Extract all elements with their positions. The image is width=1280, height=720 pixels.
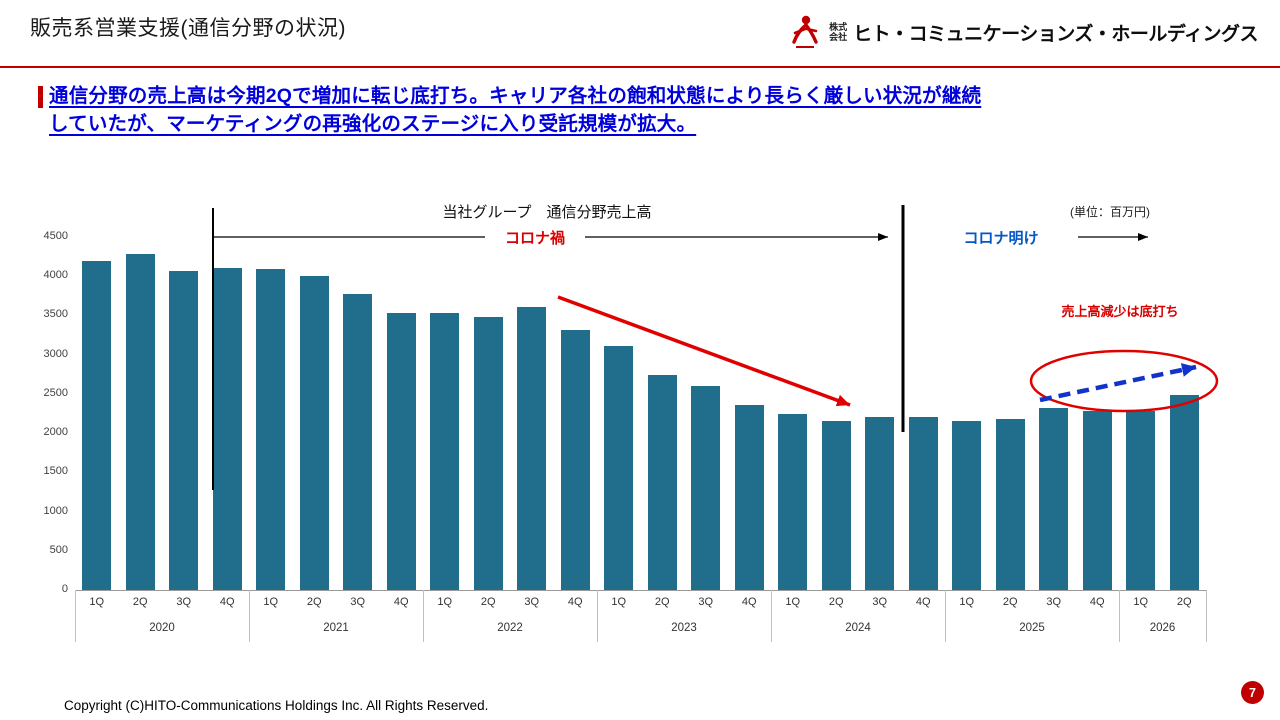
- chart-title: 当社グループ 通信分野売上高: [442, 204, 652, 221]
- category-separator: [944, 590, 946, 642]
- quarter-label: 2Q: [480, 596, 496, 608]
- y-axis-tick-label: 1500: [43, 465, 68, 478]
- year-label: 2023: [671, 622, 697, 634]
- page-title: 販売系営業支援(通信分野の状況): [30, 17, 346, 40]
- quarter-label: 3Q: [1046, 596, 1062, 608]
- quarter-label: 4Q: [393, 596, 409, 608]
- quarter-label: 1Q: [89, 596, 105, 608]
- year-label: 2026: [1149, 622, 1176, 634]
- bar-2021-1Q: [256, 269, 286, 590]
- bar-2020-2Q: [125, 254, 155, 590]
- y-axis-tick-label: 1000: [43, 504, 68, 517]
- company-logo: 株式 会社 ヒト・コミュニケーションズ・ホールディングス: [787, 13, 1258, 51]
- quarter-label: 3Q: [872, 596, 888, 608]
- bar-2020-4Q: [212, 268, 242, 590]
- category-separator: [770, 590, 772, 642]
- bar-2024-3Q: [865, 417, 895, 590]
- bar-2024-2Q: [821, 421, 851, 590]
- y-axis-tick-label: 500: [49, 543, 68, 556]
- category-separator: [596, 590, 598, 642]
- bar-2021-4Q: [386, 313, 416, 590]
- quarter-label: 3Q: [350, 596, 366, 608]
- bar-2020-1Q: [82, 261, 112, 590]
- quarter-label: 2Q: [1002, 596, 1018, 608]
- bar-2024-1Q: [778, 413, 808, 590]
- y-axis-tick-label: 2000: [43, 426, 68, 439]
- bar-2023-4Q: [734, 404, 764, 590]
- quarter-label: 1Q: [785, 596, 801, 608]
- bar-2023-1Q: [604, 346, 634, 590]
- bar-2026-1Q: [1126, 411, 1156, 590]
- year-label: 2022: [497, 622, 523, 634]
- bar-2024-4Q: [908, 417, 938, 590]
- quarter-label: 4Q: [219, 596, 235, 608]
- y-axis-tick-label: 2500: [43, 386, 68, 399]
- y-axis-tick-label: 4000: [43, 269, 68, 282]
- quarter-label: 4Q: [1089, 596, 1105, 608]
- bar-2025-2Q: [995, 418, 1025, 590]
- quarter-label: 2Q: [654, 596, 670, 608]
- quarter-label: 1Q: [437, 596, 453, 608]
- page-number-badge: 7: [1241, 681, 1264, 704]
- bar-2025-1Q: [952, 420, 982, 590]
- covid-period-label: コロナ禍: [485, 227, 585, 248]
- chart-plot-area: 0 500 1000 1500 2000 2500 3000 3500 4000 4500 1Q 2Q…: [30, 195, 1250, 655]
- bar-2026-2Q: [1169, 394, 1199, 590]
- year-label: 2021: [323, 622, 349, 634]
- year-label: 2024: [845, 622, 871, 634]
- post-covid-period-label: コロナ明け: [963, 230, 1039, 247]
- logo-person-icon: [792, 15, 818, 48]
- bar-2022-2Q: [473, 317, 503, 590]
- y-axis-tick-label: 4500: [43, 230, 68, 242]
- bar-2022-3Q: [517, 306, 547, 590]
- headline-line-1: 通信分野の売上高は今期2Qで増加に転じ底打ち。キャリア各社の飽和状態により長らく…: [49, 85, 982, 107]
- category-separator: [422, 590, 424, 642]
- y-axis-tick-label: 0: [61, 583, 68, 595]
- quarter-label: 1Q: [263, 596, 279, 608]
- quarter-label: 4Q: [915, 596, 931, 608]
- bar-2025-4Q: [1082, 411, 1112, 590]
- y-axis-tick-label: 3500: [43, 308, 68, 321]
- headline-block: 通信分野の売上高は今期2Qで増加に転じ底打ち。キャリア各社の飽和状態により長らく…: [38, 82, 1253, 138]
- bar-2022-1Q: [430, 313, 460, 590]
- year-label: 2025: [1019, 622, 1045, 634]
- headline-line-2: していたが、マーケティングの再強化のステージに入り受託規模が拡大。: [49, 113, 697, 135]
- quarter-label: 3Q: [698, 596, 714, 608]
- logo-company-prefix: 株式 会社: [829, 21, 848, 42]
- year-label: 2020: [149, 622, 175, 634]
- bar-2020-3Q: [169, 270, 199, 590]
- quarter-label: 2Q: [828, 596, 844, 608]
- copyright-text: Copyright (C)HITO-Communications Holding…: [64, 698, 489, 713]
- headline-accent-bar: [38, 86, 43, 108]
- quarter-label: 3Q: [176, 596, 192, 608]
- bar-2023-3Q: [691, 386, 721, 590]
- category-separator: [248, 590, 250, 642]
- header-divider: [0, 66, 1280, 68]
- category-separator: [1205, 590, 1207, 642]
- category-separator: [1118, 590, 1120, 642]
- quarter-label: 1Q: [959, 596, 975, 608]
- revenue-chart: 0 500 1000 1500 2000 2500 3000 3500 4000 4500 1Q 2Q…: [30, 195, 1250, 655]
- bar-2025-3Q: [1039, 408, 1069, 590]
- quarter-label: 3Q: [524, 596, 540, 608]
- quarter-label: 1Q: [1133, 596, 1149, 608]
- bar-2021-3Q: [343, 294, 373, 590]
- quarter-label: 4Q: [741, 596, 757, 608]
- chart-unit-label: (単位：百万円): [1070, 205, 1150, 219]
- category-separator: [74, 590, 76, 642]
- y-axis-tick-label: 3000: [43, 347, 68, 360]
- logo-company-name: ヒト・コミュニケーションズ・ホールディングス: [853, 23, 1258, 45]
- quarter-label: 2Q: [132, 596, 148, 608]
- bar-2023-2Q: [647, 375, 677, 590]
- bottomed-out-label: 売上高減少は底打ち: [1061, 304, 1179, 319]
- quarter-label: 4Q: [567, 596, 583, 608]
- quarter-label: 2Q: [306, 596, 322, 608]
- bar-2022-4Q: [560, 330, 590, 590]
- x-axis-line: [75, 590, 1206, 591]
- quarter-label: 1Q: [611, 596, 627, 608]
- bar-2021-2Q: [299, 276, 329, 590]
- quarter-label: 2Q: [1176, 596, 1192, 608]
